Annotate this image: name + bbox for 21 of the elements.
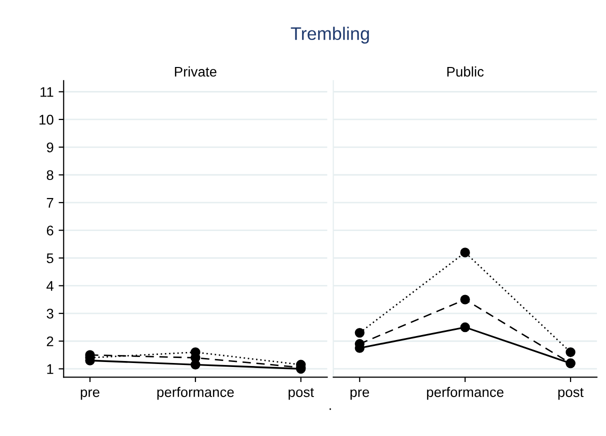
chart-subtitle: Private	[174, 66, 216, 77]
y-tick-label: 8	[46, 170, 54, 180]
y-tick-label: 11	[40, 87, 54, 97]
y-tick-label: 3	[46, 308, 54, 319]
y-tick-label: 9	[46, 142, 54, 152]
y-tick-label: 1	[47, 364, 54, 374]
y-tick-label: 6	[46, 226, 54, 236]
y-tick-label: 10	[40, 114, 54, 125]
x-tick-label: performance	[157, 386, 234, 400]
x-tick-label: performance	[427, 386, 504, 400]
chart-title: Trembling	[290, 26, 369, 44]
x-axis-title: .	[330, 408, 331, 410]
y-tick-label: 2	[46, 336, 54, 346]
chart-subtitle: Public	[447, 66, 484, 77]
y-tick-label: 7	[46, 198, 54, 208]
y-tick-label: 5	[46, 253, 54, 264]
x-tick-label: post	[288, 388, 314, 400]
x-tick-label: post	[558, 388, 584, 400]
x-tick-label: pre	[80, 389, 100, 400]
x-tick-label: pre	[350, 389, 370, 400]
y-tick-label: 4	[46, 281, 54, 291]
